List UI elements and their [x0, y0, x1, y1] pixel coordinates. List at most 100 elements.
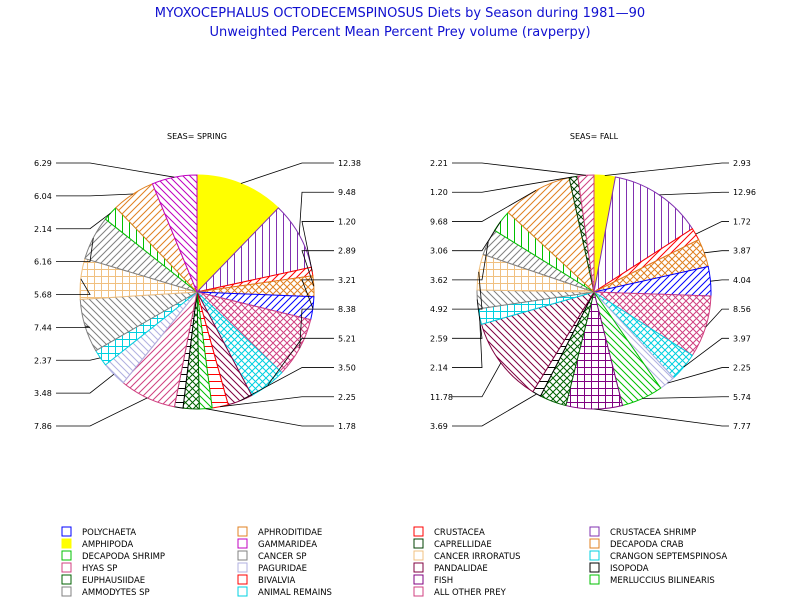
legend-label-crustacea: CRUSTACEA [434, 528, 485, 538]
slice-value-label: 3.87 [733, 247, 751, 256]
leader-line [659, 191, 729, 196]
legend-label-all-other-prey: ALL OTHER PREY [434, 588, 507, 598]
legend-label-cancer-irroratus: CANCER IRRORATUS [434, 552, 521, 562]
leader-line [604, 162, 729, 176]
legend-label-decapoda-crab: DECAPODA CRAB [610, 540, 684, 550]
leader-line [683, 337, 729, 368]
legend-swatch-all-other-prey [413, 586, 424, 597]
slice-value-label: 2.21 [430, 159, 448, 168]
leader-line [301, 221, 334, 272]
slice-value-label: 6.04 [34, 192, 52, 201]
legend-swatch-cancer-sp [237, 550, 248, 561]
legend-label-pandalidae: PANDALIDAE [434, 564, 488, 574]
leader-line [301, 279, 334, 309]
leader-line [667, 367, 729, 384]
slice-value-label: 2.25 [733, 364, 751, 373]
leader-line [56, 397, 148, 427]
legend: POLYCHAETA APHRODITIDAE CRUSTACEA CRUSTACEA… [61, 526, 727, 598]
slice-value-label: 6.29 [34, 159, 52, 168]
slice-value-label: 3.50 [338, 364, 356, 373]
legend-swatch-aphroditidae [237, 526, 248, 537]
legend-label-merluccius-bilinearis: MERLUCCIUS BILINEARIS [610, 576, 715, 586]
legend-swatch-crangon-septemspinosa [589, 550, 600, 561]
legend-swatch-fish [413, 574, 424, 585]
slice-value-label: 1.20 [430, 188, 448, 197]
slice-spring-gammaridea [151, 174, 198, 293]
slice-value-label: 5.21 [338, 334, 356, 343]
legend-swatch-euphausiidae [61, 574, 72, 585]
leader-line [452, 162, 586, 176]
slice-value-label: 3.21 [338, 276, 356, 285]
slice-value-label: 5.68 [34, 291, 52, 300]
slice-value-label: 7.77 [733, 422, 751, 431]
slice-value-label: 9.68 [430, 217, 448, 226]
leader-line [705, 308, 729, 328]
leader-line [299, 308, 334, 349]
leader-line [56, 357, 101, 361]
leader-line [452, 220, 502, 252]
legend-swatch-cancer-irroratus [413, 550, 424, 561]
slice-value-label: 2.89 [338, 247, 356, 256]
leader-line [240, 162, 334, 184]
leader-line [56, 325, 91, 328]
slice-value-label: 1.78 [338, 422, 356, 431]
legend-label-fish: FISH [434, 576, 453, 586]
leader-line [56, 212, 111, 230]
leader-line [452, 316, 483, 368]
legend-swatch-decapoda-shrimp [61, 550, 72, 561]
slice-value-label: 5.74 [733, 393, 751, 402]
slice-value-label: 2.59 [430, 334, 448, 343]
slice-value-label: 11.78 [430, 393, 453, 402]
legend-label-ammodytes-sp: AMMODYTES SP [82, 588, 150, 598]
legend-swatch-decapoda-crab [589, 538, 600, 549]
chart-subtitle: Unweighted Percent Mean Percent Prey vol… [209, 25, 590, 40]
legend-swatch-amphipoda [61, 538, 72, 549]
slice-value-label: 12.38 [338, 159, 361, 168]
pie-fall: SEAS= FALL 2.93 12.96 1.72 3.87 4.04 8.56 3.97… [430, 132, 756, 431]
leader-line [205, 408, 334, 427]
leader-line [452, 271, 483, 310]
slice-value-label: 2.37 [34, 356, 52, 365]
slice-value-label: 3.06 [430, 247, 448, 256]
legend-label-animal-remains: ANIMAL REMAINS [258, 588, 332, 598]
leader-line [56, 237, 94, 263]
legend-label-euphausiidae: EUPHAUSIIDAE [82, 576, 145, 586]
legend-swatch-animal-remains [237, 586, 248, 597]
legend-label-bivalvia: BIVALVIA [258, 576, 296, 586]
legend-swatch-polychaeta [61, 526, 72, 537]
leader-line [240, 367, 334, 402]
slice-value-label: 1.72 [733, 217, 751, 226]
legend-label-crustacea-shrimp: CRUSTACEA SHRIMP [610, 528, 696, 538]
legend-label-decapoda-shrimp: DECAPODA SHRIMP [82, 552, 165, 562]
legend-swatch-bivalvia [237, 574, 248, 585]
legend-label-isopoda: ISOPODA [610, 564, 649, 574]
slice-fall-crustacea-shrimp [593, 176, 694, 294]
legend-label-aphroditidae: APHRODITIDAE [258, 528, 322, 538]
leader-line [452, 190, 537, 222]
legend-label-cancer-sp: CANCER SP [258, 552, 307, 562]
slice-spring-amphipoda [196, 174, 280, 294]
chart-title: MYOXOCEPHALUS OCTODECEMSPINOSUS Diets by… [155, 6, 645, 21]
leader-line [710, 279, 729, 282]
legend-label-hyas-sp: HYAS SP [82, 564, 117, 574]
legend-label-crangon-septemspinosa: CRANGON SEPTEMSPINOSA [610, 552, 727, 562]
slice-value-label: 8.38 [338, 305, 356, 314]
leader-line [642, 396, 729, 399]
legend-swatch-crustacea [413, 526, 424, 537]
legend-label-gammaridea: GAMMARIDEA [258, 540, 317, 550]
leader-line [594, 408, 729, 427]
legend-swatch-isopoda [589, 562, 600, 573]
slice-value-label: 3.69 [430, 422, 448, 431]
leader-line [452, 176, 574, 193]
slice-value-label: 9.48 [338, 188, 356, 197]
leader-line [56, 278, 91, 295]
leader-line [452, 393, 537, 427]
leader-line [452, 241, 489, 281]
leader-line [56, 162, 175, 178]
leader-line [452, 299, 483, 339]
leader-line [695, 221, 729, 235]
legend-swatch-paguridae [237, 562, 248, 573]
leader-line [56, 373, 115, 394]
legend-label-paguridae: PAGURIDAE [258, 564, 307, 574]
